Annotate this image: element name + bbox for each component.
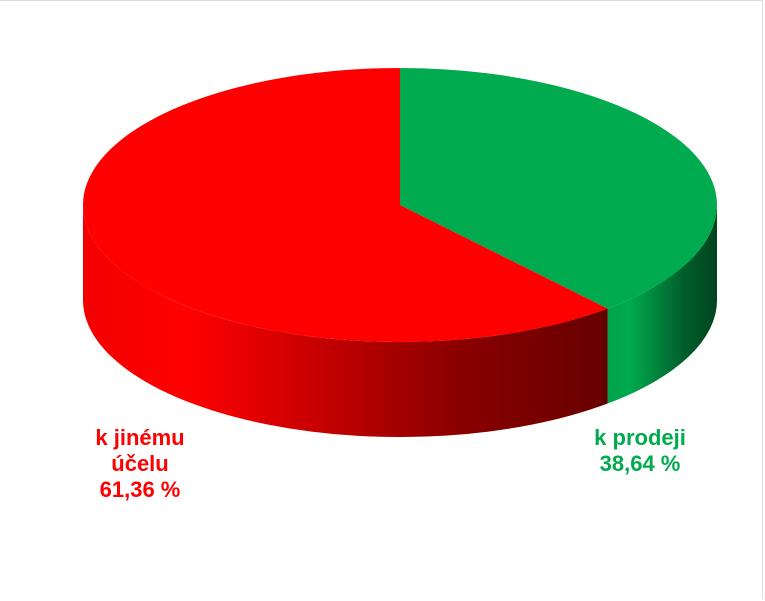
data-label: k prodeji 38,64 % — [570, 425, 710, 477]
side-shade — [607, 205, 717, 404]
slice — [83, 68, 608, 342]
data-label: k jinému účelu 61,36 % — [70, 425, 210, 503]
category-label: k jinému účelu — [95, 425, 185, 476]
value-label: 38,64 % — [599, 451, 681, 476]
slice — [400, 68, 717, 309]
category-label: k prodeji — [594, 425, 686, 450]
side-shade — [82, 205, 608, 437]
value-label: 61,36 % — [99, 477, 181, 502]
